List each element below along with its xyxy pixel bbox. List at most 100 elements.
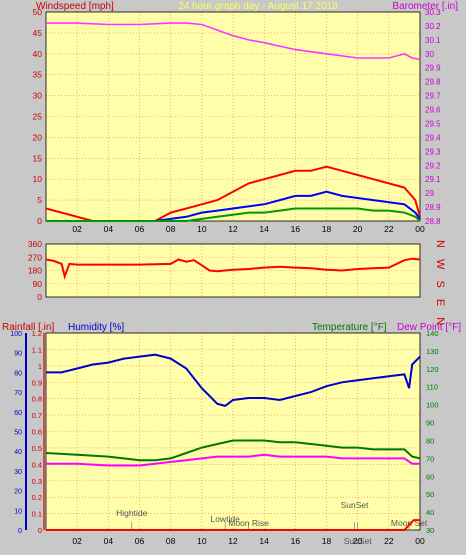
y-left-tick-label: 10 [33, 174, 43, 184]
humidity-tick-label: 80 [14, 370, 22, 377]
compass-labels: N W S E N [434, 240, 446, 329]
x-tick-label: 10 [197, 536, 207, 546]
annotation-label: SunSet [344, 536, 373, 546]
x-tick-label: 20 [353, 224, 363, 234]
y-tick-label: 180 [28, 266, 42, 276]
wind-barometer-panel: 02 04 06 08 10 12 14 16 18 20 22 000510152025303540… [33, 1, 459, 234]
y-right-tick-label: 30 [425, 50, 434, 59]
y-right-tick-label: 29.5 [425, 119, 441, 128]
y-tick-label: 360 [28, 239, 42, 249]
y-left-tick-label: 35 [33, 70, 43, 80]
series-line-2 [46, 453, 420, 467]
y-right-tick-label: 30.2 [425, 22, 441, 31]
y-right-title: Barometer [.in] [392, 1, 458, 12]
y-tick-label: 270 [28, 252, 42, 262]
annotation-label: Hightide [116, 508, 147, 518]
y-left-tick-label: 15 [33, 153, 43, 163]
rain-tick-label: 0.7 [32, 411, 42, 420]
temp-tick-label: 120 [426, 365, 439, 374]
y-left-tick-label: 45 [33, 28, 43, 38]
temp-tick-label: 130 [426, 347, 439, 356]
annotation-label: Moon Rise [228, 518, 269, 528]
chart-title: 24 hour graph day - August 17 2018 [178, 1, 338, 12]
y-right-tick-label: 28.9 [425, 203, 441, 212]
plot-frame [45, 243, 421, 298]
y-tick-label: 90 [33, 279, 43, 289]
temp-tick-label: 40 [426, 508, 434, 517]
x-tick-label: 18 [322, 536, 332, 546]
x-tick-label: 04 [104, 536, 114, 546]
humidity-tick-label: 50 [14, 430, 22, 437]
x-tick-label: 10 [197, 224, 207, 234]
series-line-0 [46, 353, 421, 407]
temp-tick-label: 80 [426, 436, 434, 445]
humidity-tick-label: 90 [14, 351, 22, 358]
y-left-tick-label: 25 [33, 112, 43, 122]
x-tick-label: 16 [291, 536, 301, 546]
y-right-tick-label: 29.9 [425, 64, 441, 73]
y-right-tick-label: 29.3 [425, 147, 441, 156]
x-tick-label: 08 [166, 224, 176, 234]
annotation-label: Moon Set [391, 518, 428, 528]
y-right-tick-label: 29.2 [425, 161, 441, 170]
humidity-tick-label: 70 [14, 390, 22, 397]
humidity-temperature-panel: 02 04 06 08 10 12 14 16 18 20 22 0000.10.20.30.40.5… [2, 322, 461, 546]
y-right-tick-label: 29 [425, 189, 434, 198]
x-tick-label: 12 [228, 536, 238, 546]
rain-tick-label: 1 [38, 362, 42, 371]
x-tick-label: 02 [72, 536, 82, 546]
humidity-axis-title: Humidity [%] [68, 322, 124, 333]
x-tick-label: 02 [72, 224, 82, 234]
x-tick-label: 00 [415, 536, 425, 546]
rain-axis-title: Rainfall [.in] [2, 322, 54, 333]
rain-tick-label: 0.6 [32, 428, 42, 437]
rain-tick-label: 0.2 [32, 493, 42, 502]
y-left-tick-label: 30 [33, 91, 43, 101]
rain-tick-label: 0.9 [32, 378, 42, 387]
x-tick-label: 06 [135, 224, 145, 234]
wind-direction-panel: 0 90 180 270 360 N W S E N [28, 239, 446, 329]
y-left-tick-label: 40 [33, 49, 43, 59]
temp-tick-label: 110 [426, 383, 438, 392]
y-tick-label: 0 [37, 292, 42, 302]
rain-tick-label: 0.5 [32, 444, 42, 453]
series-line-1 [45, 439, 421, 462]
y-left-tick-label: 50 [33, 7, 43, 17]
y-right-tick-label: 29.1 [425, 175, 441, 184]
temp-tick-label: 100 [426, 401, 439, 410]
rain-tick-label: 0.8 [32, 395, 42, 404]
humidity-tick-label: 10 [14, 508, 22, 515]
x-tick-label: 00 [415, 224, 425, 234]
x-tick-label: 16 [291, 224, 301, 234]
x-tick-label: 14 [259, 224, 269, 234]
humidity-tick-label: 20 [14, 489, 22, 496]
humidity-tick-label: 60 [14, 410, 22, 417]
x-tick-label: 08 [166, 536, 176, 546]
y-right-tick-label: 29.4 [425, 133, 441, 142]
y-left-title: Windspeed [mph] [36, 1, 114, 12]
dewpoint-axis-title: Dew Point [°F] [397, 322, 461, 333]
temp-tick-label: 70 [426, 454, 434, 463]
y-right-tick-label: 29.6 [425, 106, 441, 115]
rain-tick-label: 0.1 [32, 510, 42, 519]
annotation-label: SunSet [341, 500, 370, 510]
humidity-tick-label: 100 [10, 331, 22, 338]
rain-tick-label: 1.1 [32, 345, 42, 354]
rain-tick-label: 1.2 [32, 329, 42, 338]
series-line-0 [46, 22, 421, 61]
y-right-tick-label: 30.3 [425, 8, 441, 17]
rain-tick-label: 0.3 [32, 477, 42, 486]
x-tick-label: 06 [135, 536, 145, 546]
y-right-tick-label: 29.8 [425, 78, 441, 87]
x-tick-label: 22 [384, 224, 394, 234]
rain-tick-label: 0 [38, 526, 42, 535]
y-right-tick-label: 29.7 [425, 92, 441, 101]
y-left-tick-label: 20 [33, 132, 43, 142]
temp-tick-label: 60 [426, 472, 434, 481]
temp-tick-label: 30 [426, 526, 434, 535]
series-line-3 [46, 207, 421, 222]
y-right-tick-label: 30.1 [425, 36, 441, 45]
x-tick-label: 12 [228, 224, 238, 234]
x-tick-label: 18 [322, 224, 332, 234]
